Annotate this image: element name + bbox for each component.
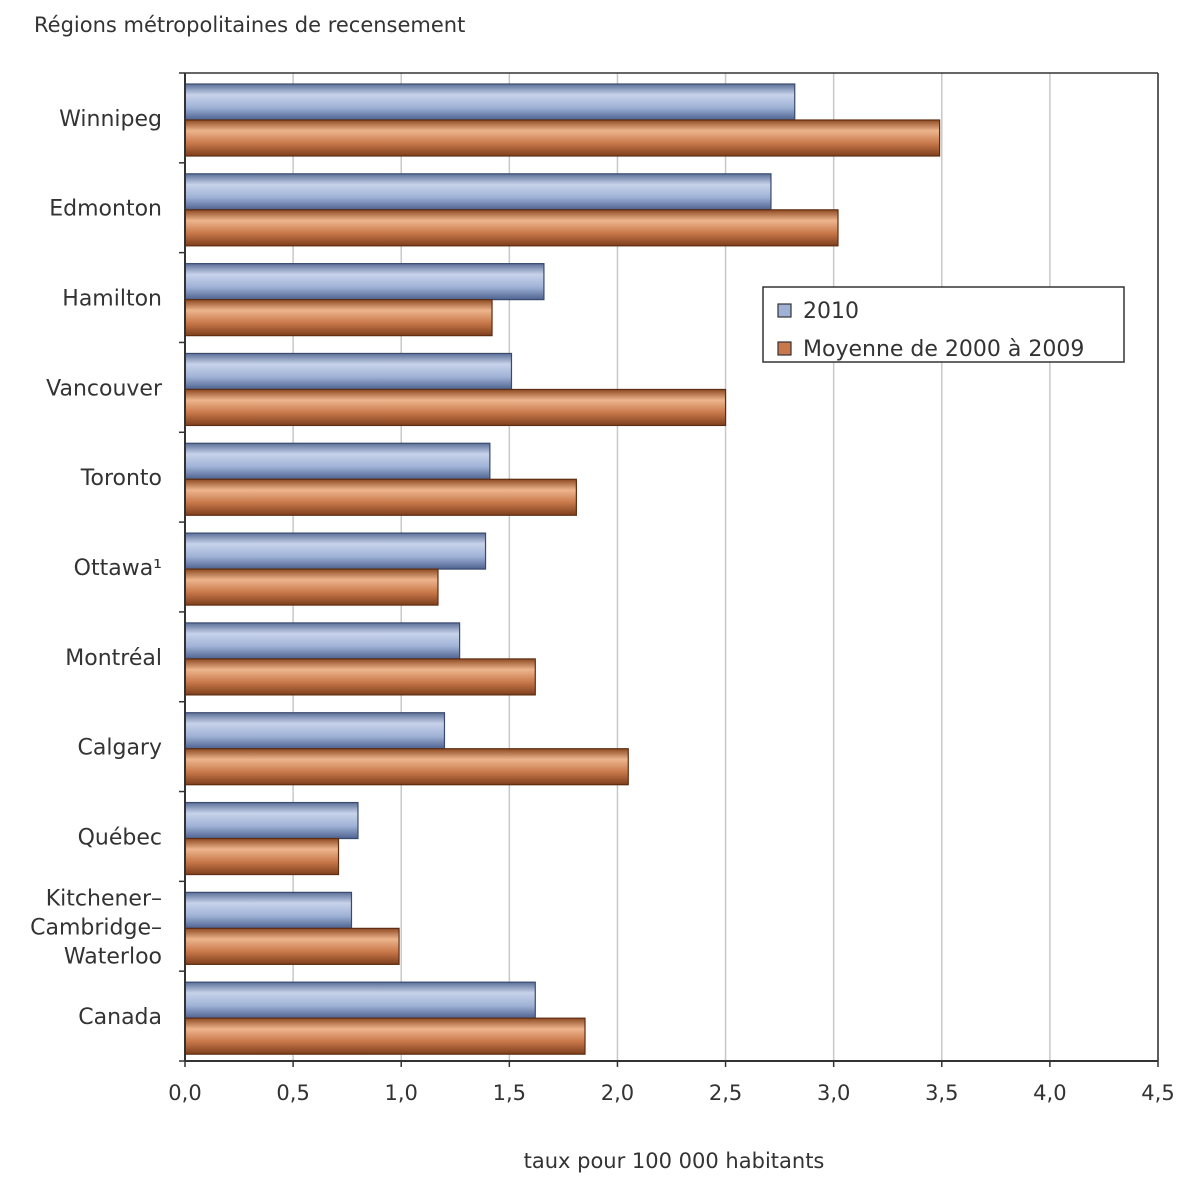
bar-moyenne-2000-2009 — [184, 478, 577, 516]
bar-2010 — [184, 442, 491, 480]
category-label: Hamilton — [62, 287, 162, 312]
category-label: Calgary — [78, 736, 162, 761]
bar-2010 — [184, 891, 353, 929]
bar-moyenne-2000-2009 — [184, 927, 400, 965]
bar-moyenne-2000-2009 — [184, 1017, 586, 1055]
bar-moyenne-2000-2009 — [184, 388, 727, 427]
x-axis-label: taux pour 100 000 habitants — [524, 1149, 825, 1173]
x-tick-label: 4,0 — [1033, 1081, 1066, 1105]
category-label: Canada — [78, 1005, 162, 1030]
bar-moyenne-2000-2009 — [184, 299, 493, 337]
category-label: Waterloo — [64, 944, 162, 969]
bar-2010 — [184, 173, 772, 211]
bar-2010 — [184, 981, 536, 1019]
legend-swatch-2010 — [777, 303, 792, 318]
bar-2010 — [184, 622, 461, 660]
category-label: Winnipeg — [59, 107, 162, 132]
legend-box — [762, 286, 1125, 363]
category-label: Montréal — [65, 646, 162, 671]
chart-title: Régions métropolitaines de recensement — [34, 13, 465, 37]
x-tick-label: 1,0 — [385, 1081, 418, 1105]
category-label: Toronto — [80, 466, 162, 491]
legend-label: Moyenne de 2000 à 2009 — [803, 337, 1084, 362]
bar-2010 — [184, 263, 545, 301]
category-label: Québec — [78, 825, 162, 850]
category-label: Edmonton — [49, 197, 162, 222]
x-tick-label: 1,5 — [493, 1081, 526, 1105]
bar-2010 — [184, 712, 446, 750]
category-label: Ottawa¹ — [74, 556, 162, 581]
x-tick-label: 4,5 — [1141, 1081, 1174, 1105]
bar-moyenne-2000-2009 — [184, 119, 941, 157]
category-label: Cambridge– — [30, 915, 162, 940]
x-tick-label: 3,0 — [817, 1081, 850, 1105]
x-tick-label: 3,5 — [925, 1081, 958, 1105]
legend-label: 2010 — [803, 299, 859, 324]
bar-moyenne-2000-2009 — [184, 837, 340, 876]
legend-swatch-moyenne — [777, 341, 792, 356]
bar-2010 — [184, 801, 359, 840]
bar-2010 — [184, 532, 487, 570]
bar-moyenne-2000-2009 — [184, 658, 536, 696]
bar-2010 — [184, 352, 513, 391]
category-label: Vancouver — [46, 376, 163, 401]
category-label: Kitchener– — [46, 886, 162, 911]
x-tick-label: 2,0 — [601, 1081, 634, 1105]
bar-moyenne-2000-2009 — [184, 748, 629, 786]
bar-moyenne-2000-2009 — [184, 209, 839, 247]
x-tick-label: 2,5 — [709, 1081, 742, 1105]
x-tick-label: 0,5 — [276, 1081, 309, 1105]
x-tick-label: 0,0 — [168, 1081, 201, 1105]
bar-2010 — [184, 83, 796, 121]
bar-moyenne-2000-2009 — [184, 568, 439, 606]
